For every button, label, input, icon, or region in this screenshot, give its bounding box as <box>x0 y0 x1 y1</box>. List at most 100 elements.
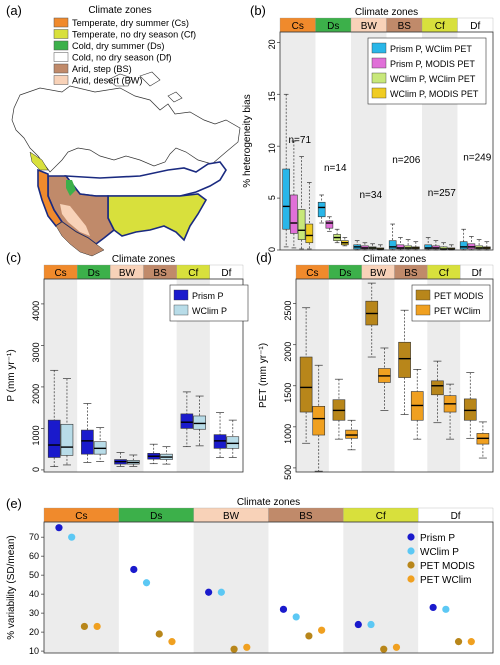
panel-c-box <box>180 413 194 429</box>
panel-b-box <box>305 223 314 244</box>
map-legend-swatch <box>53 29 69 39</box>
panel-d-legend-swatch <box>415 304 431 316</box>
panel-d-legend-label: PET MODIS <box>434 291 483 301</box>
panel-e-point <box>392 643 401 651</box>
panel-b-box <box>317 201 326 218</box>
map-legend-title: Climate zones <box>88 5 151 16</box>
panel-e-point <box>80 622 89 631</box>
map-legend-swatch <box>53 52 69 62</box>
panel-b-box <box>459 241 468 250</box>
map-legend-swatch <box>53 40 69 51</box>
panel-b-y-axis-label: % heterogeneity bias <box>242 94 253 187</box>
panel-b-legend-label: WClim P, WClim PET <box>390 74 476 84</box>
panel-c-header-title: Climate zones <box>112 254 175 265</box>
panel-e-header-label: Df <box>451 511 461 522</box>
panel-b: Climate zones Cs Ds BW BS Cf Df 0 5 10 15 20 % heter… <box>242 7 494 252</box>
panel-c-y-axis-label: P (mm yr⁻¹) <box>6 349 17 401</box>
panel-e-point <box>305 632 313 640</box>
panel-b-legend-swatch <box>371 87 387 99</box>
map-legend-swatch <box>53 17 69 28</box>
panel-d-header-label: Cf <box>439 268 449 279</box>
panel-b-count-label: n=257 <box>428 188 457 199</box>
panel-d-box <box>463 398 477 421</box>
panel-d-header-label: Cs <box>306 268 318 279</box>
panel-b-header-label: Df <box>470 21 480 32</box>
panel-d-y-axis-label: PET (mm yr⁻¹) <box>258 343 269 408</box>
panel-d: Climate zones Cs Ds BW BS Cf Df 500 1000 1500 2000… <box>258 254 494 480</box>
map-mexico <box>55 221 105 257</box>
panel-e-point <box>367 620 375 629</box>
panel-d-y-tick-label: 2000 <box>283 342 293 362</box>
panel-e-y-tick-label: 60 <box>29 551 39 561</box>
map-legend-label: Cold, dry summer (Ds) <box>72 41 164 51</box>
panel-d-y-tick-label: 500 <box>283 465 293 480</box>
panel-b-frame <box>279 31 494 251</box>
panel-e-legend-label: PET MODIS <box>420 561 475 572</box>
panel-c: Climate zones Cs Ds BW BS Cf Df 0 1000 2000 3000 40… <box>6 254 249 473</box>
panel-d-y-tick-label: 2500 <box>283 301 293 321</box>
panel-d-box <box>345 429 358 439</box>
panel-e-point <box>205 588 213 596</box>
panel-c-legend-label: Prism P <box>192 291 224 301</box>
panel-c-legend-label: WClim P <box>192 306 227 316</box>
panel-e-y-tick-label: 30 <box>29 608 39 618</box>
panel-c-zone-band <box>110 279 144 472</box>
panel-e-legend-marker <box>407 575 415 583</box>
panel-e-header-label: Cs <box>75 511 87 522</box>
panel-b-box <box>290 194 298 234</box>
panel-d-box <box>398 341 411 378</box>
panel-d-header-label: Ds <box>339 268 351 279</box>
panel-e-y-tick-label: 40 <box>29 589 39 599</box>
panel-e-point <box>130 565 138 574</box>
panel-c-y-tick-label: 2000 <box>31 384 41 404</box>
panel-e-legend-label: Prism P <box>420 533 455 544</box>
panel-e-point <box>230 645 238 653</box>
panel-e-legend-marker <box>407 561 415 569</box>
panel-e-zone-band <box>343 522 419 653</box>
panel-c-header-label: BS <box>153 268 167 279</box>
panel-c-box <box>47 419 61 458</box>
panel-b-header-label: BW <box>361 21 378 32</box>
panel-e-point <box>454 638 463 646</box>
panel-b-y-tick-label: 0 <box>267 247 277 252</box>
panel-d-header-label: BS <box>404 268 418 279</box>
panel-b-header-label: BS <box>398 21 412 32</box>
panel-b-count-label: n=206 <box>392 155 421 166</box>
panel-c-legend-swatch <box>173 289 189 301</box>
panel-e-zone-band <box>193 522 269 653</box>
panel-e-legend-label: PET WClim <box>420 575 471 586</box>
panel-b-y-tick-label: 15 <box>267 91 277 101</box>
panel-c-box <box>193 415 206 430</box>
panel-e-point <box>380 645 388 653</box>
panel-b-header-label: Ds <box>327 21 339 32</box>
panel-b-count-label: n=14 <box>324 163 347 174</box>
map-canada-df <box>11 85 241 173</box>
panel-b-legend-box <box>367 37 487 105</box>
panel-e-point <box>279 605 288 613</box>
panel-d-legend-swatch <box>415 289 431 301</box>
panel-e-y-tick-label: 70 <box>29 532 39 542</box>
panel-e-point <box>243 643 251 651</box>
panel-c-box <box>81 429 94 455</box>
panel-c-frame <box>43 278 244 473</box>
panel-d-header-title: Climate zones <box>363 254 426 265</box>
panel-d-header-label: BW <box>370 268 387 279</box>
panel-d-legend-label: PET WClim <box>434 306 480 316</box>
map-arctic-islands <box>107 71 183 103</box>
panel-e-zone-band <box>44 522 119 653</box>
panel-b-count-label: n=71 <box>288 135 311 146</box>
panel-b-legend-label: Prism P, MODIS PET <box>390 59 475 69</box>
panel-e-legend-label: WClim P <box>420 547 459 558</box>
map-us-cf <box>107 193 208 242</box>
panel-e-point <box>429 603 437 612</box>
panel-c-y-tick-label: 4000 <box>31 301 41 321</box>
panel-d-header-label: Df <box>472 268 482 279</box>
map-legend-swatch <box>53 63 69 74</box>
panel-d-box <box>299 356 313 413</box>
map-us-df <box>64 161 227 197</box>
panel-d-box <box>431 380 444 396</box>
panel-label-a: (a) <box>6 3 22 18</box>
map-us-west-bw <box>60 204 90 236</box>
panel-b-box <box>396 244 405 250</box>
